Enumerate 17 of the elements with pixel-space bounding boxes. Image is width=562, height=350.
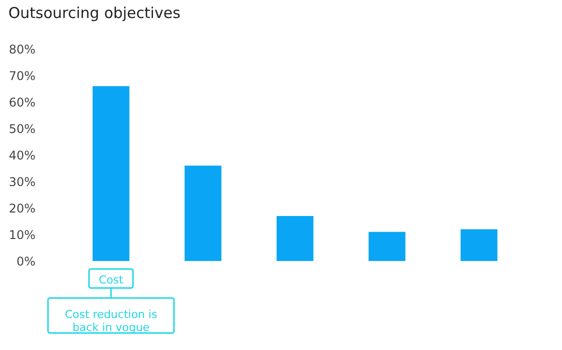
bar [184, 166, 222, 261]
y-tick-label: 30% [8, 175, 36, 189]
annotation: Cost reduction is back in vogue [64, 308, 158, 334]
y-tick-label: 40% [8, 148, 36, 162]
y-tick-label: 10% [8, 228, 36, 242]
y-tick-label: 60% [8, 96, 36, 110]
x-tick-label: Cost [98, 274, 124, 286]
y-tick-label: 20% [8, 202, 36, 216]
y-tick-label: 0% [16, 254, 36, 268]
y-tick-label: 50% [8, 122, 36, 136]
y-tick-label: 80% [8, 42, 36, 56]
chart-title: Outsourcing objectives [8, 4, 181, 22]
bar [460, 229, 498, 261]
bar [368, 232, 406, 261]
y-tick-label: 70% [8, 69, 36, 83]
bar [276, 216, 314, 261]
bar [92, 86, 130, 261]
